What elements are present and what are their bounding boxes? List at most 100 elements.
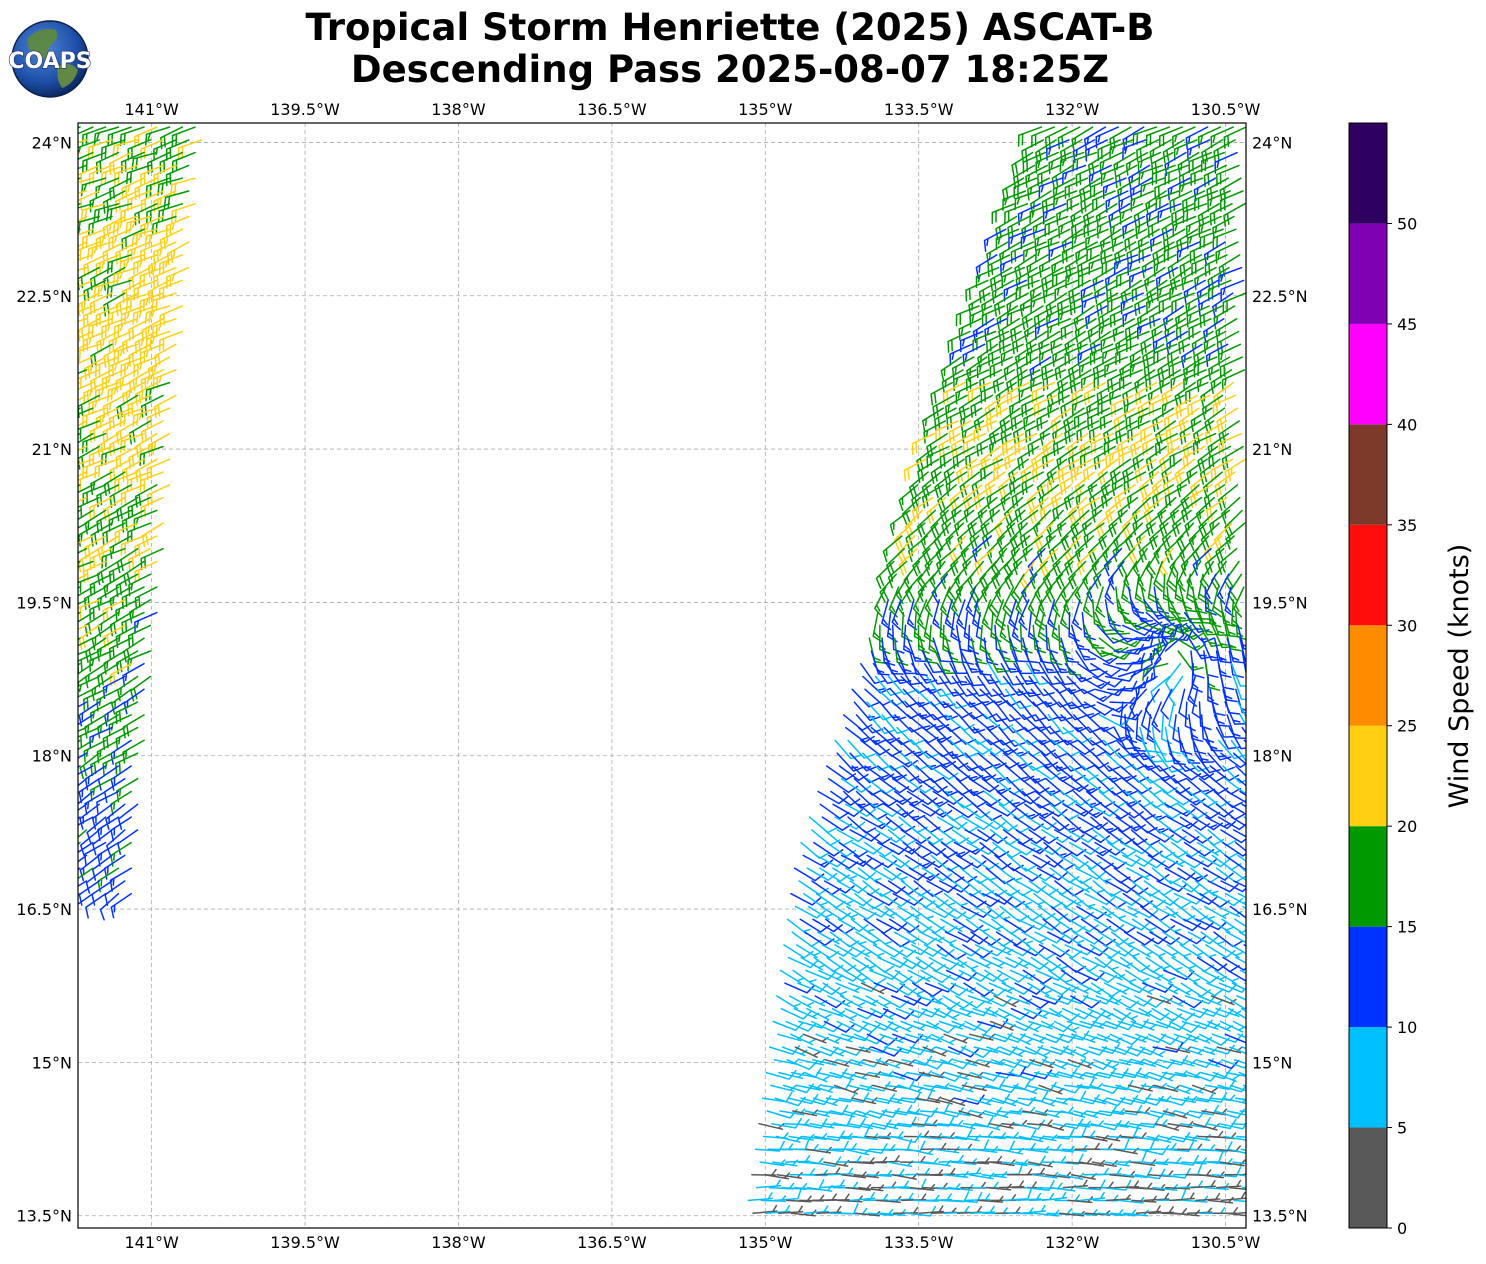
wind-barb-425 (78, 880, 100, 906)
wind-barb-77 (78, 228, 81, 231)
wind-barb-2178 (1128, 944, 1154, 958)
wind-barb-612 (987, 254, 1011, 277)
wind-barb-1354 (906, 637, 927, 663)
wind-barb-725 (1098, 318, 1123, 340)
wind-barb-217 (135, 432, 158, 458)
wind-barb-1056 (1028, 496, 1049, 525)
wind-barb-569 (1172, 215, 1197, 237)
wind-barb-358 (78, 714, 81, 717)
wind-barb-324 (78, 637, 94, 647)
wind-barb-380 (78, 765, 81, 768)
wind-barb-2253 (1150, 969, 1176, 984)
wind-barb-181 (78, 381, 94, 394)
wind-barb-885 (1099, 407, 1123, 430)
wind-barb-857 (1047, 394, 1070, 418)
wind-barb-1106 (981, 522, 1003, 550)
wind-barb-553 (1209, 203, 1233, 226)
wind-barb-2926 (1003, 1187, 1033, 1202)
wind-barb-2093 (965, 918, 990, 935)
wind-barb-2223 (1235, 956, 1246, 964)
y-tick-label-right-4: 18°N (1252, 747, 1292, 766)
wind-barb-810 (1042, 369, 1067, 392)
wind-barb-1 (78, 126, 94, 135)
wind-barb-758 (962, 343, 986, 367)
wind-barb-254 (127, 496, 152, 519)
wind-barb-2962 (969, 1205, 996, 1214)
wind-barb-1324 (903, 624, 915, 655)
wind-barb-2957 (905, 1205, 937, 1217)
wind-barb-2035 (1148, 892, 1180, 906)
wind-barb-90 (115, 241, 139, 265)
wind-barb-20 (78, 151, 81, 154)
wind-barb-1780 (1036, 803, 1068, 817)
wind-barb-361 (97, 714, 120, 739)
wind-barb-1027 (986, 484, 1008, 510)
wind-barb-1475 (889, 688, 918, 708)
wind-barb-1341 (1122, 624, 1154, 636)
colorbar-tick-label-7: 35 (1397, 516, 1417, 535)
wind-barb-2836 (853, 1171, 880, 1179)
wind-barb-227 (78, 458, 94, 466)
wind-barb-2795 (836, 1155, 862, 1163)
wind-barb-2188 (787, 956, 819, 969)
wind-barb-127 (125, 292, 152, 312)
wind-barb-153 (134, 330, 158, 354)
wind-barb-418 (103, 854, 126, 880)
wind-barb-2380 (874, 1020, 901, 1033)
wind-barb-1839 (900, 829, 931, 845)
wind-barb-1701 (891, 777, 923, 793)
wind-barb-2621 (1068, 1094, 1100, 1105)
wind-barb-1404 (1164, 624, 1185, 652)
wind-barb-2710 (1231, 1122, 1246, 1126)
wind-barb-677 (1030, 292, 1055, 314)
wind-barb-1690 (1171, 765, 1202, 781)
chart-subtitle: Descending Pass 2025-08-07 18:25Z (351, 48, 1109, 91)
wind-barb-2850 (1032, 1171, 1059, 1179)
wind-barb-1918 (1019, 854, 1051, 869)
wind-barb-1020 (898, 484, 919, 512)
wind-barb-1243 (965, 586, 977, 618)
wind-barb-1855 (1105, 829, 1135, 845)
y-tick-label-left-0: 24°N (32, 133, 72, 152)
wind-barb-2462 (973, 1046, 1000, 1054)
wind-barb-322 (127, 624, 152, 648)
wind-barb-249 (78, 496, 88, 503)
wind-barb-129 (151, 292, 177, 313)
wind-barb-538 (1017, 203, 1041, 226)
wind-barb-1555 (1111, 709, 1143, 721)
wind-barb-2894 (1100, 1179, 1132, 1191)
wind-barb-2091 (940, 918, 966, 933)
wind-barb-353 (78, 701, 88, 708)
wind-barb-61 (93, 203, 120, 222)
wind-barb-2370 (1228, 1007, 1246, 1020)
wind-barb-2918 (901, 1193, 927, 1202)
wind-barb-431 (99, 892, 120, 921)
wind-barb-63 (119, 203, 145, 224)
wind-barb-1024 (949, 484, 970, 512)
wind-barb-2858 (1134, 1168, 1166, 1180)
wind-barb-1565 (1239, 714, 1246, 727)
wind-barb-683 (1107, 292, 1132, 314)
wind-barb-137 (144, 305, 171, 325)
wind-barb-1139 (1048, 535, 1069, 563)
wind-barb-2217 (1158, 956, 1183, 973)
colorbar-tick-label-9: 45 (1397, 315, 1417, 334)
wind-barb-1944 (896, 867, 927, 881)
wind-barb-2216 (1145, 956, 1171, 972)
wind-barb-637 (1051, 266, 1077, 288)
wind-barb-384 (110, 765, 132, 791)
wind-barb-69 (78, 215, 100, 234)
wind-barb-787 (1041, 356, 1065, 380)
wind-barb-834 (1046, 381, 1068, 408)
wind-barb-2127 (944, 931, 976, 943)
wind-barb-393 (96, 790, 120, 814)
wind-barb-2226 (805, 969, 837, 981)
wind-barb-348 (78, 688, 94, 698)
y-tick-label-left-4: 18°N (32, 747, 72, 766)
wind-barb-1696 (828, 777, 859, 794)
wind-barb-2445 (1237, 1033, 1246, 1039)
wind-barb-838 (1096, 381, 1120, 406)
wind-barb-497 (1190, 164, 1215, 186)
wind-barb-1906 (866, 854, 898, 869)
wind-barb-539 (1029, 203, 1054, 224)
